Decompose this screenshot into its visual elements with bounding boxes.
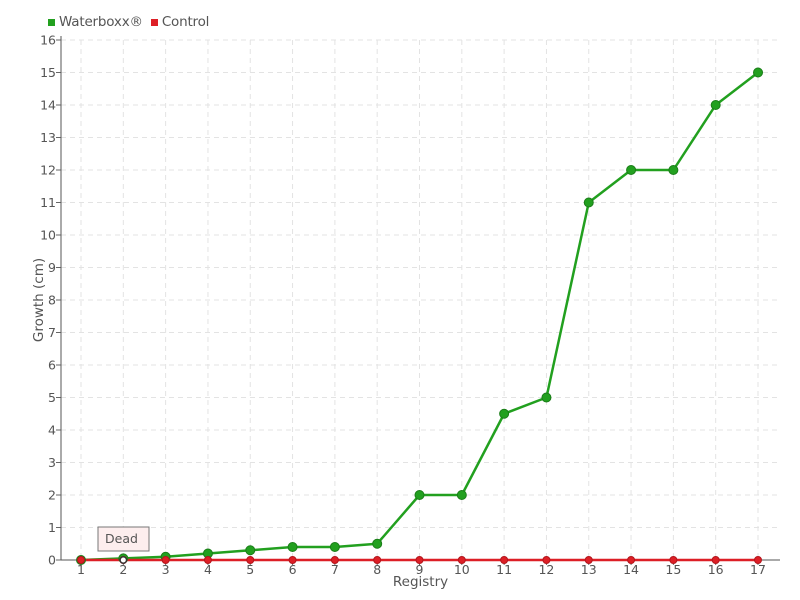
point-control[interactable] (627, 556, 636, 564)
y-tick-label: 7 (48, 325, 56, 340)
x-tick-label: 13 (581, 562, 597, 577)
x-tick-label: 11 (496, 562, 512, 577)
x-tick-label: 9 (416, 562, 424, 577)
point-control[interactable] (288, 556, 297, 564)
point-waterboxx[interactable] (245, 545, 256, 556)
x-tick-label: 4 (204, 562, 212, 577)
point-control[interactable] (330, 556, 339, 564)
point-waterboxx[interactable] (329, 542, 340, 552)
y-tick-label: 2 (48, 488, 56, 503)
point-waterboxx[interactable] (626, 165, 637, 175)
x-tick-label: 15 (665, 562, 681, 577)
point-control[interactable] (373, 556, 382, 564)
point-control[interactable] (500, 556, 509, 564)
y-tick-label: 12 (40, 163, 56, 178)
point-control[interactable] (711, 556, 720, 564)
point-control[interactable] (203, 556, 212, 564)
x-tick-label: 8 (373, 562, 381, 577)
x-tick-label: 2 (119, 562, 127, 577)
point-waterboxx[interactable] (541, 392, 552, 403)
x-tick-label: 1 (77, 562, 85, 577)
point-waterboxx[interactable] (414, 490, 425, 500)
y-tick-label: 15 (40, 65, 56, 80)
point-control[interactable] (542, 556, 551, 564)
y-tick-label: 14 (40, 98, 56, 113)
y-tick-label: 5 (48, 390, 56, 405)
point-control[interactable] (457, 556, 466, 564)
x-tick-label: 10 (454, 562, 470, 577)
legend-swatch-control (150, 18, 158, 26)
legend-label-waterboxx: Waterboxx® (59, 14, 143, 30)
annotation: Dead (97, 526, 150, 564)
legend-item-control[interactable]: Control (150, 14, 210, 30)
y-tick-label: 3 (48, 455, 56, 470)
legend-swatch-waterboxx (48, 18, 55, 26)
y-tick-label: 6 (48, 358, 56, 373)
point-waterboxx[interactable] (372, 538, 383, 549)
y-tick-label: 8 (48, 293, 56, 308)
y-tick-label: 4 (48, 423, 56, 438)
y-axis-title: Growth (cm) (31, 258, 47, 342)
legend-item-waterboxx[interactable]: Waterboxx® (48, 14, 143, 30)
y-tick-label: 0 (48, 553, 56, 568)
point-waterboxx[interactable] (668, 165, 679, 175)
x-axis-title: Registry (393, 574, 448, 590)
y-tick-label: 11 (40, 195, 56, 210)
point-control[interactable] (584, 556, 593, 564)
series-line-waterboxx (80, 71, 759, 562)
point-waterboxx[interactable] (287, 542, 298, 552)
y-tick-label: 16 (40, 33, 56, 48)
point-waterboxx[interactable] (456, 490, 467, 500)
point-control[interactable] (669, 556, 678, 564)
x-tick-label: 6 (289, 562, 297, 577)
x-tick-label: 3 (162, 562, 170, 577)
point-control[interactable] (77, 556, 85, 564)
y-tick-label: 10 (40, 228, 56, 243)
x-tick-label: 16 (708, 562, 724, 577)
series-lines (80, 71, 759, 562)
y-tick-label: 9 (48, 260, 56, 275)
y-tick-label: 13 (40, 130, 56, 145)
x-tick-label: 17 (750, 562, 766, 577)
point-control[interactable] (754, 556, 762, 564)
point-control[interactable] (161, 556, 170, 564)
point-waterboxx[interactable] (499, 408, 510, 419)
point-control[interactable] (415, 556, 424, 564)
legend-label-control: Control (161, 14, 210, 30)
annotation-box (97, 526, 150, 552)
point-waterboxx[interactable] (753, 67, 763, 78)
point-waterboxx[interactable] (710, 100, 721, 110)
annotation-text: Dead (105, 531, 138, 546)
gridlines (61, 39, 780, 560)
point-waterboxx[interactable] (583, 197, 594, 208)
legend: Waterboxx® Control (48, 13, 217, 31)
annotation-marker[interactable] (119, 556, 128, 564)
point-control[interactable] (246, 556, 255, 564)
x-tick-label: 12 (538, 562, 554, 577)
y-tick-label: 1 (48, 520, 56, 535)
x-tick-label: 7 (331, 562, 339, 577)
x-tick-label: 14 (623, 562, 639, 577)
x-tick-label: 5 (246, 562, 254, 577)
